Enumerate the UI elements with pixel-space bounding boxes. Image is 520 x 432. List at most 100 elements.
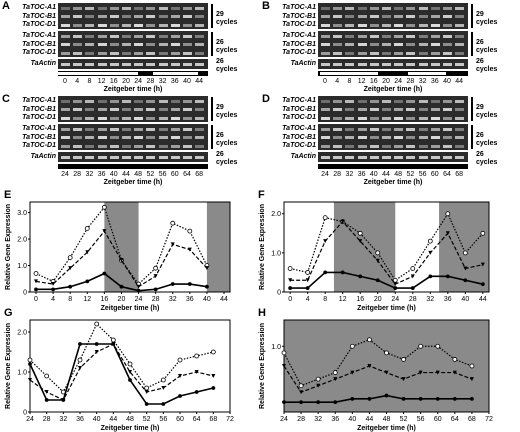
gel-band <box>357 51 367 55</box>
gel-band <box>122 99 131 103</box>
gel-band <box>321 15 330 18</box>
gel-band <box>394 116 404 120</box>
data-point <box>77 357 83 363</box>
gel-band <box>183 34 192 38</box>
gel-band <box>443 6 452 10</box>
gel-band <box>97 116 107 120</box>
x-tick-label: 36 <box>170 78 179 85</box>
cycle-bracket <box>211 32 213 56</box>
gel-panel-d: D TaTOC-A1 TaTOC-B1 TaTOC-D1 TaTOC-A1 TaTOC-B… <box>260 93 520 186</box>
x-tick-label: 64 <box>451 416 459 423</box>
y-tick-label: 1.0 <box>271 344 281 351</box>
x-tick-label: 56 <box>159 416 167 423</box>
cycles-number: 26 <box>476 58 484 65</box>
gel-band <box>369 127 379 131</box>
cycles-number: 26 <box>476 151 484 158</box>
gel-band <box>394 62 404 66</box>
gel-band <box>394 155 404 159</box>
cycles-label: 26 cycles <box>476 132 497 148</box>
data-point <box>435 343 441 349</box>
gel-band <box>430 144 440 148</box>
cycles-label: 26 cycles <box>476 151 497 167</box>
gel-band <box>333 15 343 18</box>
x-tick-label: 24 <box>280 416 288 423</box>
gel-band <box>369 99 379 103</box>
x-tick-label: 16 <box>109 78 118 85</box>
gel-band <box>382 51 391 55</box>
x-tick-label: 20 <box>122 78 130 85</box>
gel-band <box>394 43 404 46</box>
dark-period <box>284 320 489 412</box>
x-tick-label: 64 <box>193 416 201 423</box>
gel-band <box>73 127 83 131</box>
data-point <box>111 342 116 346</box>
gel-band <box>369 108 379 111</box>
x-tick-label: 16 <box>369 78 378 85</box>
data-point <box>323 270 328 275</box>
gel-band <box>134 108 144 111</box>
gel-band <box>406 155 416 159</box>
gel-band <box>430 15 440 18</box>
gel-band <box>394 15 404 18</box>
x-tick-label: 56 <box>158 171 167 178</box>
gel-band <box>73 34 83 38</box>
gel-band <box>61 43 70 46</box>
gene-label: TaTOC-B1 <box>282 133 316 141</box>
gel-band <box>455 136 465 139</box>
gel-band <box>394 34 404 38</box>
x-tick-label: 24 <box>26 416 34 423</box>
gel-band <box>122 34 131 38</box>
cycle-bracket <box>471 97 473 121</box>
gel-band <box>195 51 205 55</box>
cycles-number: 29 <box>476 104 484 111</box>
y-tick-label: 0 <box>277 290 281 297</box>
gel-band <box>430 51 440 55</box>
x-axis-title: Zeitgeber time (h) <box>101 425 160 432</box>
data-point <box>480 230 486 236</box>
gel-band <box>61 127 70 131</box>
x-tick-label: 40 <box>183 78 191 85</box>
data-point <box>281 350 287 356</box>
gel-band <box>134 99 144 103</box>
data-point <box>349 343 355 349</box>
gel-band <box>418 108 428 111</box>
gel-band <box>146 6 156 10</box>
gel-band <box>418 99 428 103</box>
gel-band <box>122 127 131 131</box>
gel-band <box>122 116 131 120</box>
data-point <box>102 271 107 276</box>
gene-label: TaTOC-A1 <box>282 97 316 104</box>
x-tick-label: 28 <box>146 78 155 85</box>
panel-label: A <box>2 0 10 12</box>
gel-band <box>406 136 416 139</box>
gene-label: TaTOC-B1 <box>282 40 316 48</box>
data-point <box>322 215 328 221</box>
data-point <box>367 364 372 368</box>
gel-band <box>406 51 416 55</box>
gel-band <box>394 6 404 10</box>
gel-band <box>97 108 107 111</box>
gel-band <box>394 51 404 55</box>
x-tick-label: 60 <box>176 416 184 423</box>
gel-image-2 <box>318 59 468 69</box>
gel-band <box>146 144 156 148</box>
x-tick-label: 32 <box>59 416 67 423</box>
gel-panel-a: A TaTOC-A1 TaTOC-B1 TaTOC-D1 TaTOC-A1 TaTOC-B… <box>0 0 260 93</box>
x-tick-label: 32 <box>418 78 427 85</box>
x-tick-label: 28 <box>43 416 51 423</box>
gel-band <box>357 108 367 111</box>
data-point <box>452 396 457 401</box>
series-line-dashed <box>290 220 483 285</box>
data-point <box>161 386 166 390</box>
data-point <box>418 370 423 375</box>
gel-band <box>357 6 367 10</box>
cycle-bracket <box>211 4 213 28</box>
data-point <box>392 277 398 283</box>
gel-band <box>321 43 330 46</box>
gel-band <box>61 62 70 66</box>
gel-band <box>406 144 416 148</box>
data-point <box>435 370 440 375</box>
gel-band <box>183 116 192 120</box>
cycles-word: cycles <box>476 140 498 147</box>
cycles-word: cycles <box>476 19 498 26</box>
